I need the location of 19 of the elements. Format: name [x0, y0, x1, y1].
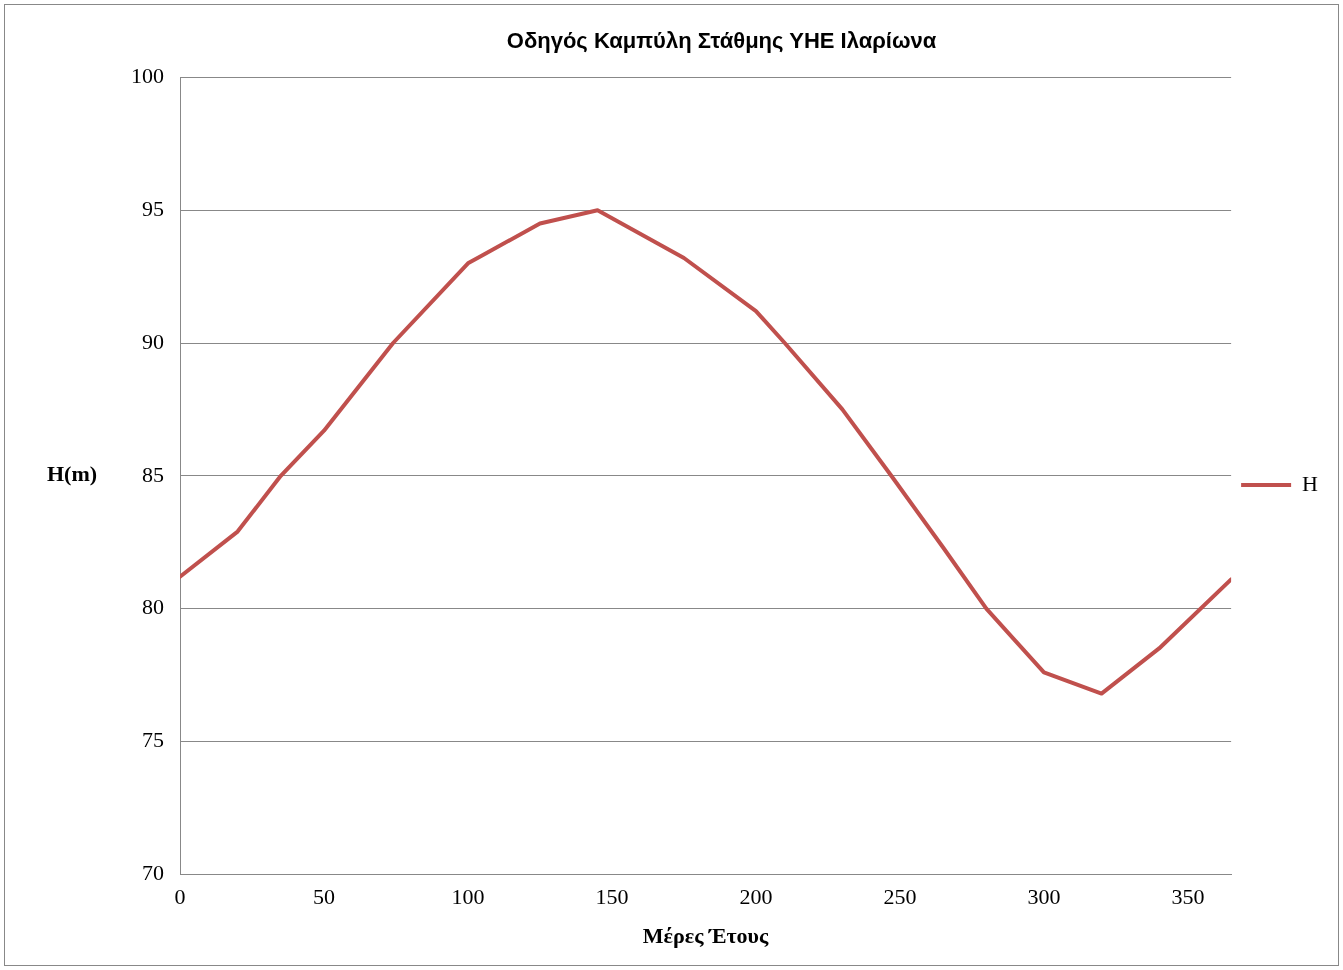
- y-tick-label: 90: [142, 328, 164, 354]
- x-tick-label: 50: [312, 884, 335, 910]
- x-tick-label: 100: [451, 884, 485, 910]
- y-tick-label: 85: [142, 461, 164, 487]
- x-tick-label: 0: [174, 884, 186, 910]
- y-axis-title: H(m): [47, 461, 98, 487]
- y-tick-label: 95: [142, 195, 164, 221]
- x-tick-label: 350: [1171, 884, 1205, 910]
- y-tick-label: 80: [142, 594, 164, 620]
- y-tick-label: 70: [142, 859, 164, 885]
- legend-label: H: [1302, 470, 1319, 496]
- y-tick-label: 100: [131, 63, 164, 89]
- x-tick-label: 300: [1027, 884, 1061, 910]
- x-axis-title: Μέρες Έτους: [642, 923, 770, 949]
- x-tick-label: 200: [739, 884, 773, 910]
- x-tick-label: 150: [595, 884, 629, 910]
- x-tick-label: 250: [883, 884, 917, 910]
- y-tick-label: 75: [142, 727, 164, 753]
- chart-title: Οδηγός Καμπύλη Στάθμης ΥΗΕ Ιλαρίωνα: [506, 28, 937, 54]
